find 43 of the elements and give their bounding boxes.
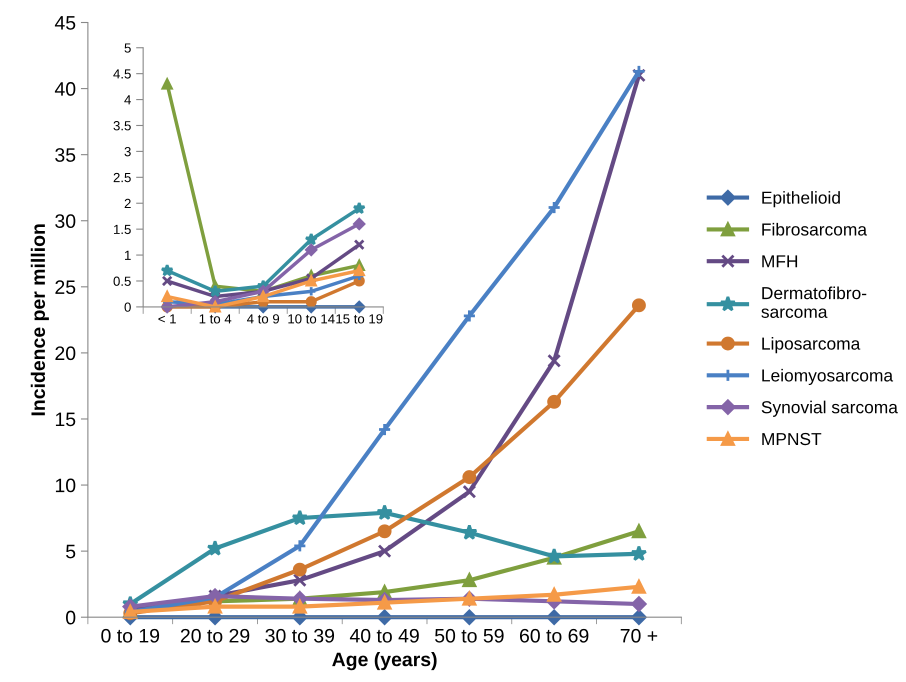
y-tick-label: 2 <box>124 198 131 208</box>
x-tick-label: 20 to 29 <box>180 628 250 643</box>
legend-label: Synovial sarcoma <box>762 400 898 417</box>
x-tick-label: 50 to 59 <box>435 628 504 643</box>
y-tick-label: 3 <box>124 146 131 156</box>
y-tick-label: 1.5 <box>114 224 131 234</box>
y-tick-label: 10 <box>56 478 76 492</box>
x-tick-label: 70 + <box>620 628 658 643</box>
y-tick-label: 30 <box>55 214 76 228</box>
y-tick-label: 0 <box>66 610 76 624</box>
y-tick-label: 4.5 <box>113 69 131 79</box>
x-tick-label: 0 to 19 <box>101 628 160 643</box>
x-tick-label: 40 to 49 <box>350 628 419 643</box>
x-tick-label: 1 to 4 <box>200 314 232 324</box>
y-tick-label: 1 <box>125 250 131 260</box>
legend-label: Dermatofibro- sarcoma <box>761 286 866 318</box>
x-tick-label: 15 to 19 <box>336 314 382 324</box>
y-tick-label: 3.5 <box>114 121 131 130</box>
legend-label: Epithelioid <box>762 191 840 208</box>
x-tick-label: 30 to 39 <box>265 628 334 643</box>
legend-label: Fibrosarcoma <box>762 222 868 236</box>
legend-label: Liposarcoma <box>762 337 860 354</box>
y-tick-label: 20 <box>55 346 76 360</box>
x-tick-label: < 1 <box>158 314 176 324</box>
legend-label: MFH <box>762 255 798 268</box>
y-tick-label: 0.5 <box>114 276 131 286</box>
legend-label: MPNST <box>762 432 822 446</box>
y-tick-label: 2.5 <box>114 172 131 182</box>
legend-label: Leiomyosarcoma <box>762 368 894 386</box>
y-tick-label: 4 <box>124 95 131 104</box>
y-tick-label: 5 <box>66 544 76 558</box>
x-tick-label: 60 to 69 <box>520 628 588 643</box>
x-tick-label: 10 to 14 <box>288 314 335 324</box>
y-tick-label: 35 <box>55 148 76 162</box>
y-tick-label: 0 <box>124 302 131 312</box>
x-axis-title: Age (years) <box>332 652 437 670</box>
y-axis-title: Incidence per million <box>30 224 49 416</box>
y-tick-label: 40 <box>54 82 76 96</box>
y-tick-label: 45 <box>54 16 76 30</box>
y-tick-label: 25 <box>55 280 76 294</box>
y-tick-label: 5 <box>124 43 131 53</box>
x-tick-label: 4 to 9 <box>246 314 280 324</box>
y-tick-label: 15 <box>56 412 76 426</box>
